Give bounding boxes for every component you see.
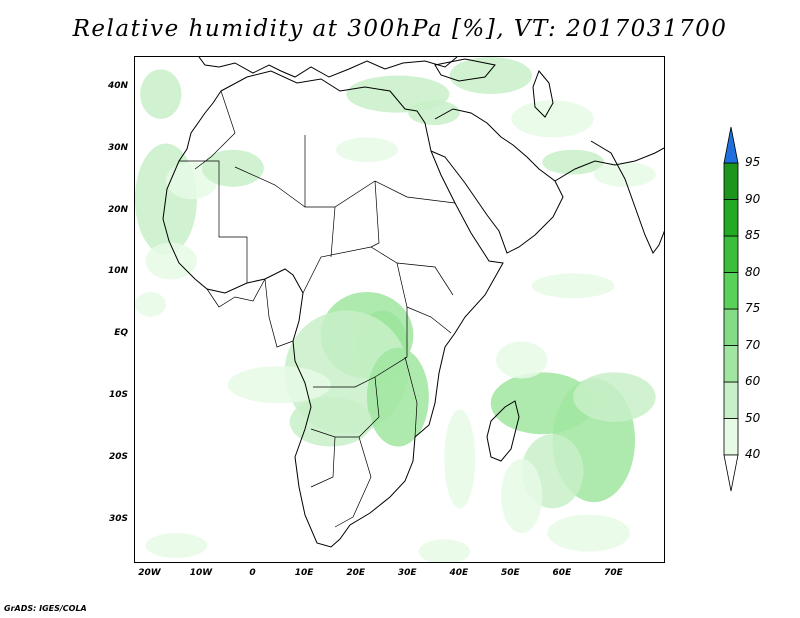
- border-lines: [179, 90, 456, 528]
- lon-tick-label: 50E: [500, 568, 520, 578]
- lat-tick-label: EQ: [114, 328, 128, 339]
- humidity-region-29: [145, 533, 208, 558]
- lat-tick-label: 20S: [108, 451, 128, 462]
- map-plot: [135, 57, 664, 562]
- lon-tick-label: 10W: [189, 568, 213, 578]
- lat-tick-label: 30N: [107, 142, 128, 153]
- humidity-region-27: [418, 539, 471, 562]
- lon-tick-label: 30E: [397, 568, 417, 578]
- colorbar-level-label: 40: [745, 447, 761, 461]
- colorbar-level-label: 60: [745, 374, 761, 388]
- lat-tick-label: 20N: [107, 204, 128, 215]
- colorbar-under-triangle: [723, 454, 739, 492]
- europe-coastline: [198, 57, 458, 78]
- lon-tick-label: 20E: [346, 568, 366, 578]
- lon-tick-label: 0: [249, 568, 256, 578]
- humidity-region-9: [573, 372, 656, 422]
- colorbar-level-label: 85: [745, 228, 761, 242]
- lon-tick-label: 60E: [552, 568, 572, 578]
- colorbar-level-label: 95: [745, 155, 761, 169]
- iran-coastline: [554, 147, 664, 182]
- credit-text: GrADS: IGES/COLA: [4, 604, 87, 613]
- humidity-region-21: [511, 100, 594, 138]
- humidity-region-22: [542, 149, 605, 175]
- arabia-coastline: [430, 108, 564, 254]
- lon-tick-label: 70E: [604, 568, 623, 578]
- humidity-region-26: [444, 409, 476, 509]
- lon-tick-label: 20W: [138, 568, 161, 578]
- colorbar-segment: [723, 199, 739, 237]
- lon-tick-label: 40E: [449, 568, 469, 578]
- lat-tick-label: 30S: [108, 513, 128, 524]
- humidity-region-20: [449, 57, 532, 95]
- colorbar-over-triangle: [723, 126, 739, 164]
- humidity-region-24: [336, 137, 398, 163]
- humidity-region-11: [501, 458, 543, 534]
- humidity-region-5: [227, 366, 331, 404]
- humidity-fill-layer: [135, 57, 656, 562]
- lat-tick-label: 10S: [108, 390, 128, 401]
- colorbar-segment: [723, 235, 739, 273]
- india-coastline: [590, 140, 664, 254]
- coastline-layer: [162, 57, 664, 548]
- border-layer: [179, 90, 456, 528]
- colorbar-level-label: 90: [745, 191, 761, 206]
- colorbar-level-label: 80: [745, 264, 761, 279]
- colorbar-segment: [723, 162, 739, 200]
- humidity-region-16: [140, 69, 182, 119]
- humidity-region-19: [408, 100, 460, 126]
- colorbar-segment: [723, 381, 739, 419]
- humidity-region-25: [531, 273, 615, 299]
- humidity-region-15: [145, 242, 197, 280]
- black-sea: [434, 58, 496, 82]
- caspian-sea: [532, 70, 554, 118]
- lat-tick-label: 40N: [107, 80, 128, 91]
- africa-coastline: [162, 70, 504, 548]
- chart-title: Relative humidity at 300hPa [%], VT: 201…: [72, 16, 728, 42]
- colorbar-level-label: 70: [745, 337, 761, 352]
- lon-tick-label: 10E: [294, 568, 314, 578]
- colorbar-level-label: 50: [745, 410, 761, 425]
- colorbar-segment: [723, 345, 739, 383]
- humidity-region-28: [547, 514, 630, 552]
- humidity-region-10: [495, 341, 548, 379]
- colorbar-segment: [723, 308, 739, 346]
- humidity-region-14: [202, 149, 264, 187]
- humidity-region-23: [593, 162, 656, 187]
- madagascar-coastline: [486, 400, 520, 462]
- humidity-region-17: [135, 291, 166, 317]
- colorbar-segment: [723, 272, 739, 310]
- colorbar-segment: [723, 418, 739, 456]
- map-frame: [134, 56, 665, 563]
- lat-tick-label: 10N: [107, 266, 128, 277]
- colorbar-level-label: 75: [745, 301, 761, 315]
